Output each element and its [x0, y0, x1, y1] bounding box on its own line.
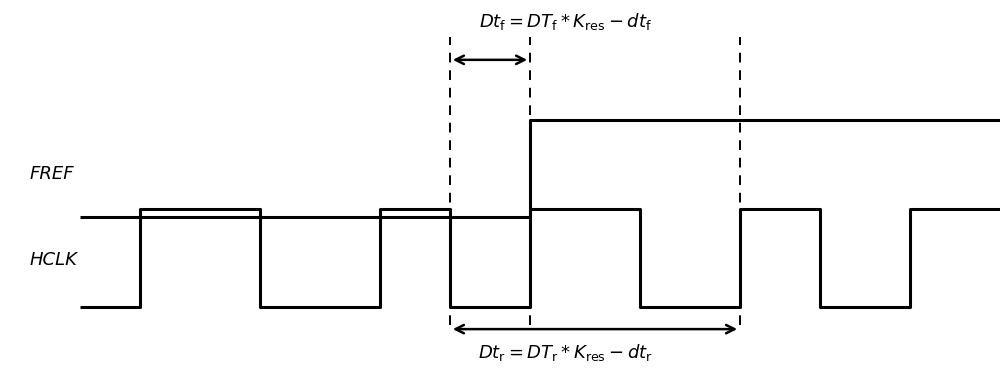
Text: HCLK: HCLK [30, 251, 78, 269]
Text: $Dt_{\mathrm{f}}=DT_{\mathrm{f}}*K_{\mathrm{res}}-dt_{\mathrm{f}}$: $Dt_{\mathrm{f}}=DT_{\mathrm{f}}*K_{\mat… [479, 11, 651, 32]
Text: FREF: FREF [30, 165, 75, 183]
Text: $Dt_{\mathrm{r}}=DT_{\mathrm{r}}*K_{\mathrm{res}}-dt_{\mathrm{r}}$: $Dt_{\mathrm{r}}=DT_{\mathrm{r}}*K_{\mat… [478, 342, 652, 363]
